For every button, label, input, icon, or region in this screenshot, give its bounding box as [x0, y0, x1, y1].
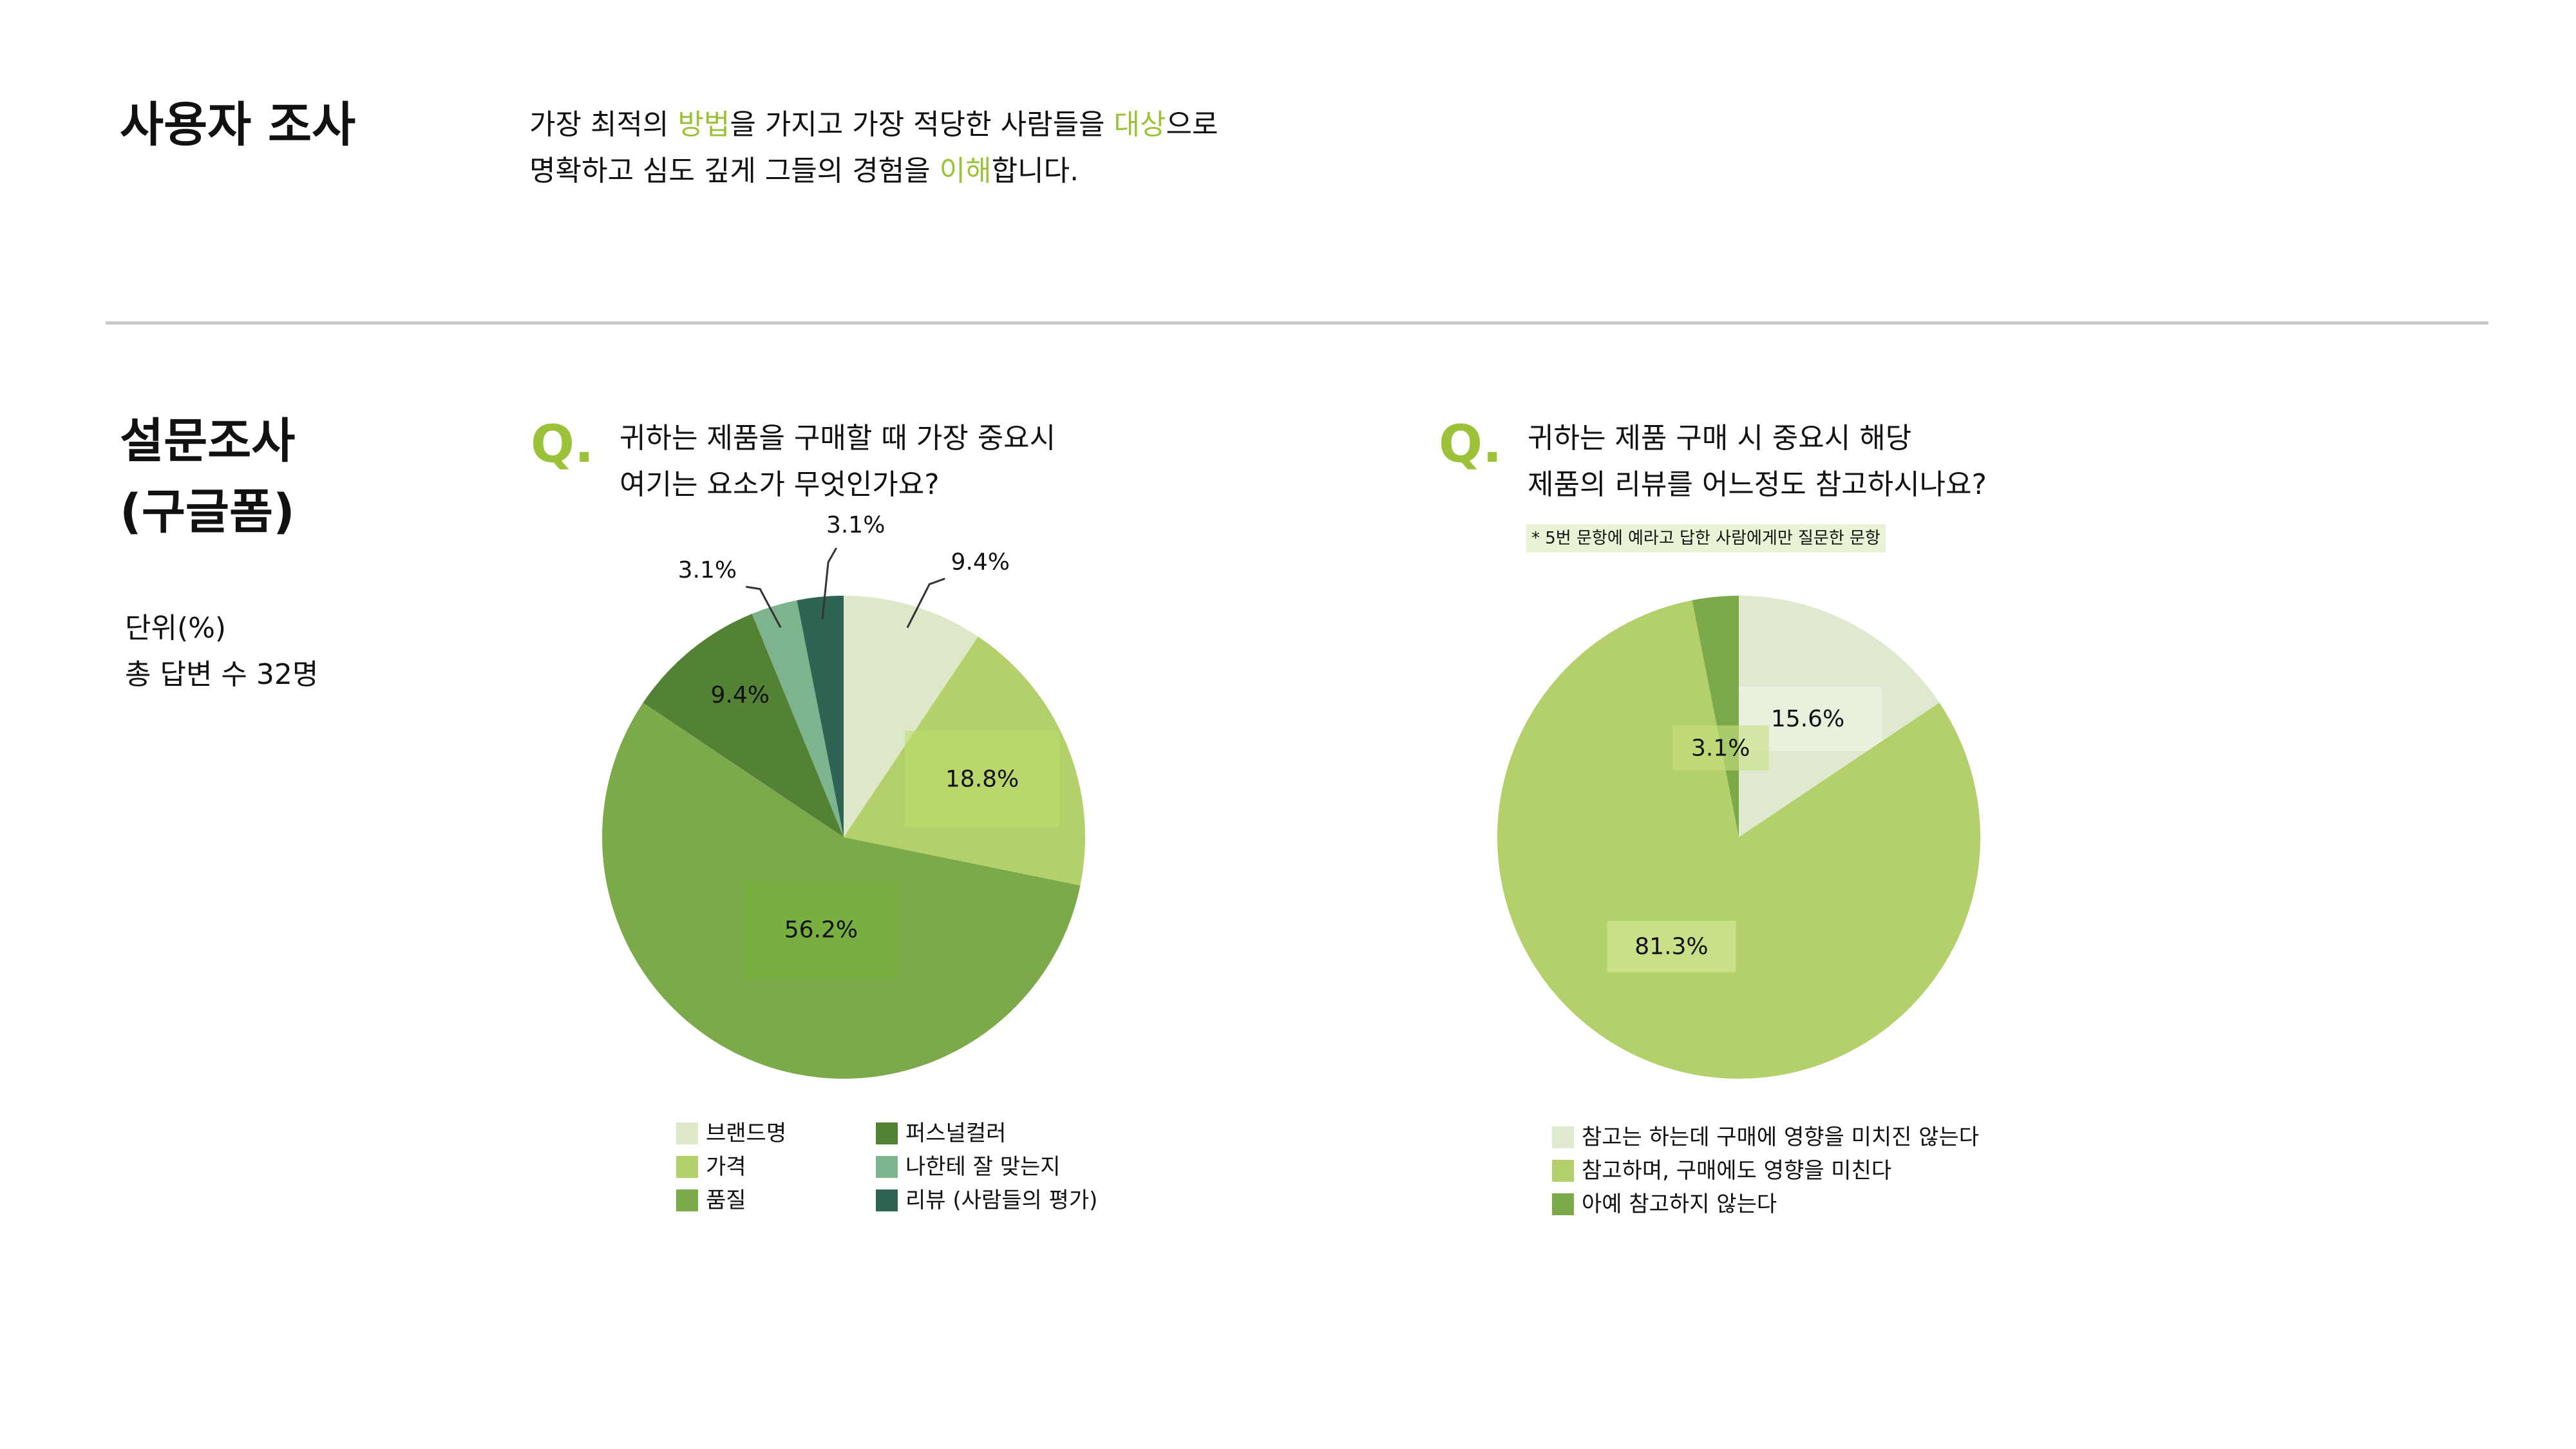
- data-label: 18.8%: [945, 766, 1019, 793]
- legend-swatch: [876, 1189, 898, 1211]
- unit-info: 단위(%) 총 답변 수 32명: [125, 605, 318, 698]
- leader-line: [906, 578, 945, 629]
- legend-swatch: [676, 1189, 698, 1211]
- data-label: 3.1%: [678, 557, 737, 583]
- unit-label: 단위(%): [125, 612, 227, 645]
- legend-item: 아예 참고하지 않는다: [1552, 1188, 2132, 1221]
- data-label: 3.1%: [1691, 735, 1750, 761]
- data-label-box: [1672, 725, 1769, 771]
- legend-item: 품질: [676, 1184, 876, 1217]
- q1-mark: Q.: [531, 414, 594, 474]
- legend-item: 나한테 잘 맞는지: [876, 1150, 1166, 1184]
- data-label: 15.6%: [1771, 706, 1844, 732]
- data-label: 81.3%: [1634, 934, 1708, 960]
- legend-label: 품질: [706, 1188, 746, 1213]
- legend-item: 참고하며, 구매에도 영향을 미친다: [1552, 1154, 2132, 1188]
- intro-text: 가장 최적의 방법을 가지고 가장 적당한 사람들을 대상으로 명확하고 심도 …: [529, 102, 1218, 194]
- data-label-box: [1607, 920, 1736, 972]
- legend-label: 나한테 잘 맞는지: [905, 1154, 1061, 1180]
- legend-swatch: [876, 1122, 898, 1144]
- pie-slice: [797, 596, 844, 837]
- data-label: 56.2%: [784, 917, 858, 943]
- intro-segment: 을 가지고 가장 적당한 사람들을: [730, 108, 1114, 141]
- pie-slice: [752, 600, 844, 837]
- legend-label: 브랜드명: [706, 1121, 787, 1146]
- respondents-count: 총 답변 수 32명: [125, 658, 319, 691]
- legend-swatch: [676, 1156, 698, 1178]
- intro-segment: 합니다.: [991, 155, 1079, 187]
- legend-swatch: [876, 1156, 898, 1178]
- legend-swatch: [676, 1122, 698, 1144]
- intro-highlight: 이해: [939, 155, 992, 187]
- legend-item: 참고는 하는데 구매에 영향을 미치진 않는다: [1552, 1121, 2132, 1154]
- intro-segment: 명확하고 심도 깊게 그들의 경험을: [529, 155, 940, 187]
- data-label: 3.1%: [826, 512, 885, 538]
- legend-label: 퍼스널컬러: [905, 1121, 1007, 1146]
- q2-line-1: 귀하는 제품 구매 시 중요시 해당: [1528, 422, 1912, 455]
- legend-label: 가격: [706, 1154, 746, 1180]
- intro-segment: 으로: [1166, 108, 1218, 141]
- legend-label: 리뷰 (사람들의 평가): [905, 1188, 1098, 1213]
- q2-note: * 5번 문항에 예라고 답한 사람에게만 질문한 문항: [1526, 524, 1886, 553]
- intro-line-1: 가장 최적의 방법을 가지고 가장 적당한 사람들을 대상으로: [529, 102, 1218, 148]
- legend-swatch: [1552, 1160, 1574, 1182]
- data-label-box: [743, 881, 898, 978]
- legend-label: 참고는 하는데 구매에 영향을 미치진 않는다: [1582, 1124, 1980, 1150]
- section-title-line-2: (구글폼): [120, 484, 295, 540]
- legend-swatch: [1552, 1126, 1574, 1148]
- pie-slice: [844, 596, 978, 837]
- leader-line: [746, 585, 782, 629]
- data-label-box: [905, 730, 1060, 828]
- legend-item: 퍼스널컬러: [876, 1117, 1166, 1150]
- intro-line-2: 명확하고 심도 깊게 그들의 경험을 이해합니다.: [529, 148, 1218, 194]
- section-title-line-1: 설문조사: [120, 413, 296, 469]
- pie-slice: [1692, 596, 1739, 837]
- legend-item: 리뷰 (사람들의 평가): [876, 1184, 1166, 1217]
- intro-segment: 가장 최적의: [529, 108, 678, 141]
- q1-line-2: 여기는 요소가 무엇인가요?: [620, 468, 940, 501]
- section-divider: [106, 321, 2488, 325]
- intro-highlight: 방법: [677, 108, 730, 141]
- data-label: 9.4%: [710, 682, 769, 708]
- q2-mark: Q.: [1439, 414, 1502, 474]
- leader-line: [821, 547, 837, 620]
- q2-question: 귀하는 제품 구매 시 중요시 해당 제품의 리뷰를 어느정도 참고하시나요?: [1528, 415, 1987, 508]
- q2-line-2: 제품의 리뷰를 어느정도 참고하시나요?: [1528, 468, 1987, 501]
- legend-label: 참고하며, 구매에도 영향을 미친다: [1582, 1158, 1892, 1184]
- legend-label: 아예 참고하지 않는다: [1582, 1191, 1777, 1217]
- q1-question: 귀하는 제품을 구매할 때 가장 중요시 여기는 요소가 무엇인가요?: [620, 415, 1056, 508]
- legend-swatch: [1552, 1193, 1574, 1215]
- intro-highlight: 대상: [1113, 108, 1166, 141]
- page-title: 사용자 조사: [120, 97, 356, 153]
- data-label: 9.4%: [951, 549, 1010, 575]
- pie-slice: [643, 614, 844, 837]
- legend-item: 브랜드명: [676, 1117, 876, 1150]
- legend-item: 가격: [676, 1150, 876, 1184]
- q1-line-1: 귀하는 제품을 구매할 때 가장 중요시: [620, 422, 1056, 455]
- section-title: 설문조사 (구글폼): [120, 406, 295, 547]
